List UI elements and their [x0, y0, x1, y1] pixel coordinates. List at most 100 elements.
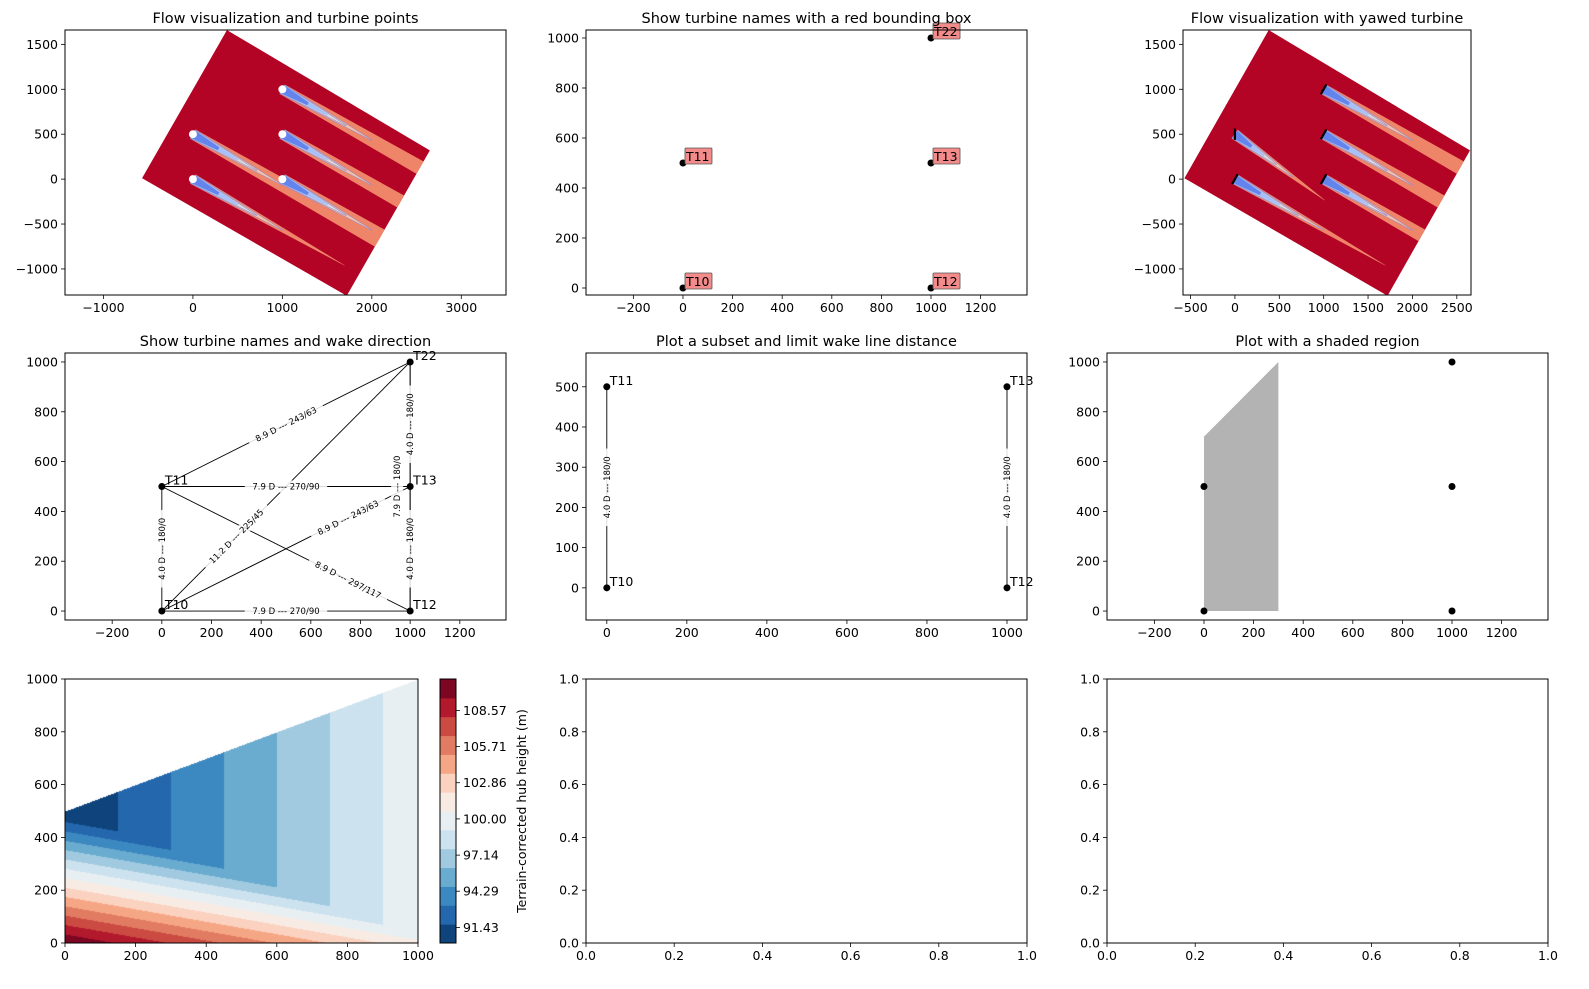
x-tick-label: −200: [95, 625, 129, 640]
wake-label-text: 4.0 D --- 180/0: [603, 456, 613, 518]
x-tick-label: 0: [679, 300, 687, 315]
x-tick-label: 1000: [991, 625, 1023, 640]
y-tick-label: −1000: [1134, 261, 1176, 276]
x-tick-label: 1.0: [1538, 948, 1558, 963]
y-tick-label: 800: [555, 81, 579, 96]
colorbar: 91.43 94.29 97.14 100.00 102.86 105.71 108.57 T…: [439, 678, 529, 944]
x-tick-label: 600: [1341, 625, 1365, 640]
y-tick-label: 500: [34, 127, 58, 142]
wake-label-bg: [404, 510, 417, 588]
axes-frame: [1182, 29, 1472, 296]
subplot-7: 91.43 94.29 97.14 100.00 102.86 105.71 108.57 T…: [26, 672, 529, 964]
x-tick-label: 0.2: [664, 948, 684, 963]
turbine-point: [1003, 584, 1011, 592]
colorbar-band: [440, 924, 456, 944]
y-tick-label: 1.0: [559, 672, 579, 687]
wake-label: 4.0 D --- 180/0: [1000, 448, 1013, 527]
y-tick-label: 0: [571, 580, 579, 595]
x-tick-label: 0.0: [1097, 948, 1117, 963]
turbine-point: [1200, 483, 1208, 490]
y-tick-label: 800: [34, 404, 58, 419]
turbine-label: T12: [412, 597, 437, 612]
x-tick-label: 200: [124, 948, 148, 963]
x-tick-label: 200: [675, 625, 699, 640]
wake-label-bg: [155, 510, 168, 588]
colorbar-band: [440, 754, 456, 774]
colorbar-band: [440, 697, 456, 718]
wake-label-text: 4.0 D --- 180/0: [406, 518, 416, 580]
x-tick-label: 1200: [965, 300, 997, 315]
wake-label-text: 8.9 D --- 297/117: [313, 560, 382, 602]
x-tick-label: 600: [835, 625, 859, 640]
y-tick-label: 200: [34, 883, 58, 898]
wake-deep: [280, 130, 309, 151]
freestream-region: [141, 30, 430, 295]
x-tick-label: 500: [1267, 300, 1291, 315]
turbine-label-box: [684, 147, 713, 165]
x-tick-label: 2000: [356, 300, 388, 315]
plot-area: [1200, 358, 1456, 615]
turbine-point: [603, 383, 611, 391]
y-tick-label: 0.6: [1080, 777, 1100, 792]
x-tick-label: 1000: [915, 300, 947, 315]
axes-frame: [585, 352, 1028, 621]
x-tick-label: 400: [249, 625, 273, 640]
axes-frame: [585, 678, 1028, 944]
colorbar-tick-label: 108.57: [463, 703, 507, 718]
turbine-point: [188, 175, 197, 184]
wake-label-text: 4.0 D --- 180/0: [158, 518, 168, 580]
axes-frame: [1106, 678, 1549, 944]
wake-deep: [190, 175, 220, 196]
x-tick-label: −200: [616, 300, 650, 315]
y-tick-label: 0: [1092, 604, 1100, 619]
wake-label: 4.0 D --- 180/0: [404, 385, 417, 463]
x-tick-label: 0: [61, 948, 69, 963]
x-tick-label: 1200: [1486, 625, 1518, 640]
turbine-label-box: [684, 272, 713, 290]
x-tick-label: 0.2: [1185, 948, 1205, 963]
x-tick-label: 800: [349, 625, 373, 640]
turbine-label-box: [932, 22, 961, 40]
axes-frame: [64, 29, 507, 296]
y-tick-label: 1000: [1068, 354, 1100, 369]
x-tick-label: 1000: [402, 948, 434, 963]
wake-label-bg: [306, 554, 390, 605]
y-tick-label: 0.4: [559, 830, 579, 845]
terrain-contour-image: [65, 679, 418, 943]
wake-label: 7.9 D --- 180/0: [391, 447, 404, 526]
x-tick-label: 0.8: [929, 948, 949, 963]
colorbar-frame: [439, 678, 457, 944]
wake-deep: [1321, 85, 1350, 106]
y-tick-label: 800: [34, 724, 58, 739]
subplot-title: Show turbine names with a red bounding b…: [642, 11, 972, 27]
wake-label: 4.0 D --- 180/0: [404, 510, 417, 588]
x-tick-label: 1000: [266, 300, 298, 315]
turbine-label: T12: [1009, 574, 1034, 589]
wake-label-bg: [246, 400, 326, 449]
y-tick-label: 0.4: [1080, 830, 1100, 845]
y-tick-label: 200: [555, 500, 579, 515]
colorbar-band: [440, 792, 456, 812]
y-tick-label: 200: [555, 231, 579, 246]
x-tick-label: 0: [1200, 625, 1208, 640]
wake-label-bg: [244, 480, 328, 493]
y-tick-label: 0: [50, 172, 58, 187]
x-tick-label: 1000: [1436, 625, 1468, 640]
colorbar-tick-label: 97.14: [463, 848, 499, 863]
y-tick-label: 0.0: [1080, 936, 1100, 951]
turbine-point: [1003, 383, 1011, 391]
x-tick-label: 800: [1390, 625, 1414, 640]
turbine-point: [406, 358, 414, 366]
wake-label-bg: [391, 447, 404, 526]
wake-label-text: 7.9 D --- 270/90: [252, 607, 319, 617]
x-tick-label: 2000: [1397, 300, 1429, 315]
colorbar-band: [440, 848, 456, 869]
x-tick-label: 0.0: [576, 948, 596, 963]
y-tick-label: −1000: [16, 261, 58, 276]
wake-label-text: 7.9 D --- 180/0: [393, 456, 403, 518]
turbine-point: [1448, 483, 1456, 490]
y-tick-label: −500: [24, 217, 58, 232]
y-tick-label: 1000: [547, 31, 579, 46]
wake-deep: [1321, 175, 1350, 196]
y-tick-label: 500: [555, 379, 579, 394]
